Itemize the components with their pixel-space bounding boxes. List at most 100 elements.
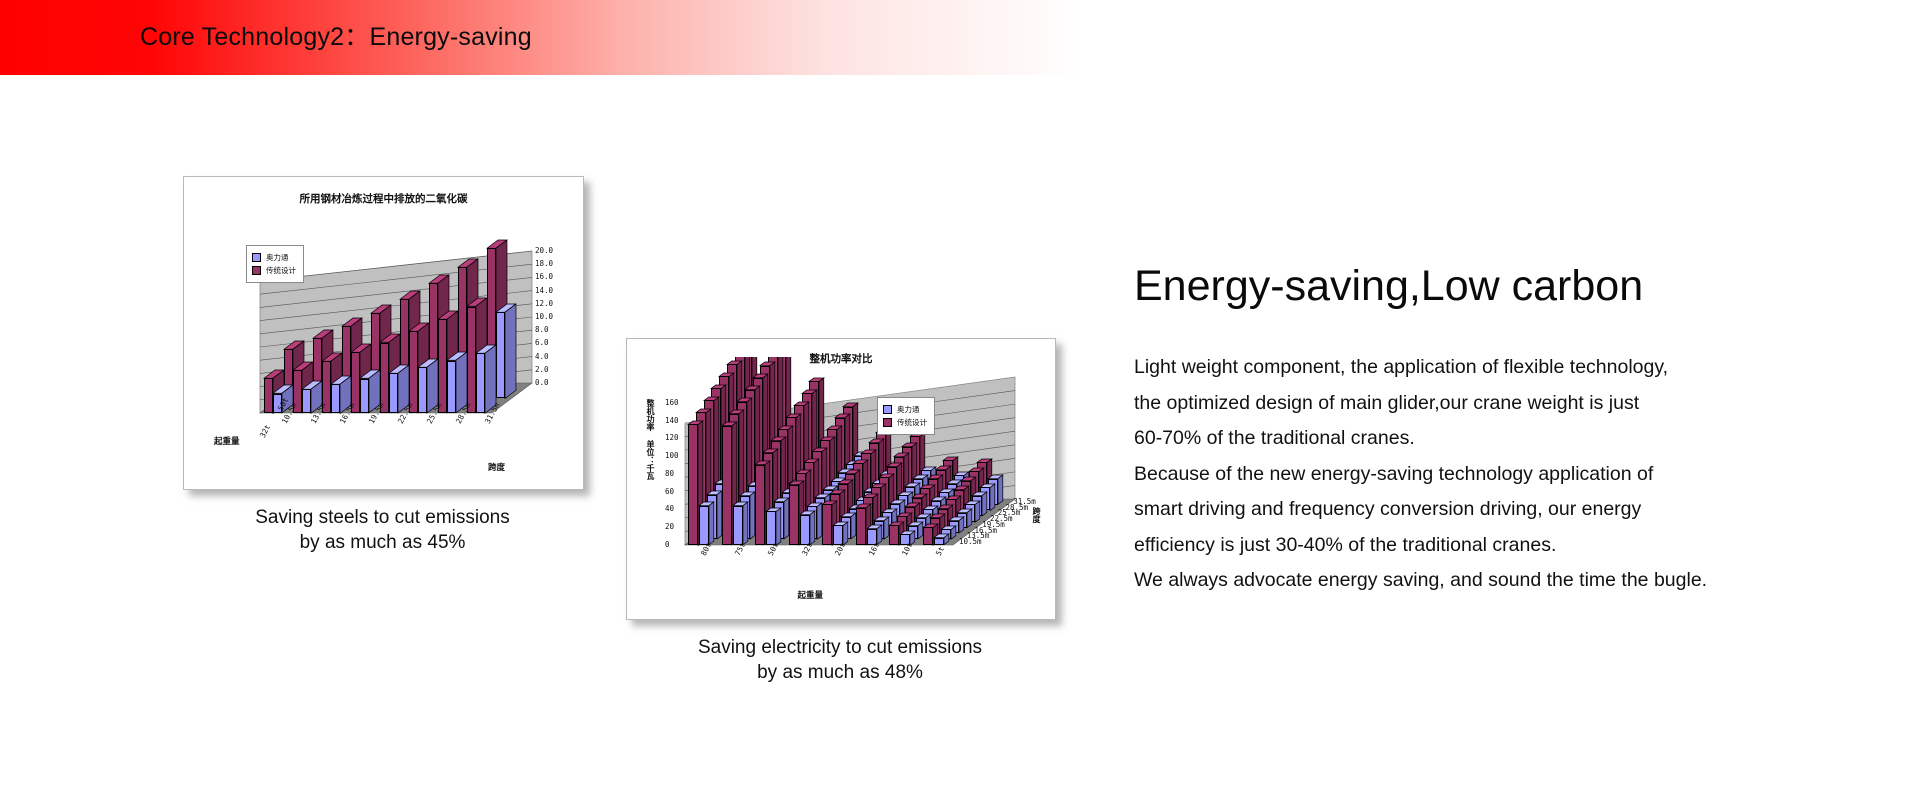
- bar-传统设计-5t-10.5m: [921, 522, 939, 546]
- bar-奥力通-32t-10.5m: [272, 384, 295, 414]
- bar-传统设计-10t-10.5m: [887, 521, 905, 546]
- bar-奥力通-80t-10.5m: [697, 501, 715, 546]
- chart1-ytick: 6.0: [535, 338, 549, 348]
- bar-奥力通-75t-10.5m: [731, 501, 749, 546]
- legend-swatch: [883, 418, 892, 427]
- legend-entry: 传统设计: [883, 417, 927, 428]
- bar-传统设计-16t-10.5m: [854, 503, 872, 546]
- bar-front-face: [799, 514, 810, 545]
- right-heading: Energy-saving,Low carbon: [1134, 262, 1644, 310]
- bar-传统设计-32t-28.5m: [436, 310, 459, 414]
- chart-card-power: 整机功率对比 0 20 40 60 80 100 120 140 160 整机功率 单位：千瓦 80…: [626, 338, 1056, 620]
- bar-front-face: [322, 361, 331, 413]
- right-paragraph-line: 60-70% of the traditional cranes.: [1134, 427, 1415, 449]
- bar-front-face: [922, 527, 933, 545]
- bar-front-face: [476, 353, 486, 413]
- right-paragraph: Light weight component, the application …: [1134, 350, 1707, 599]
- bar-奥力通-32t-16.5m: [330, 374, 353, 414]
- chart2-ytick: 160: [665, 397, 679, 407]
- legend-label: 传统设计: [897, 418, 927, 427]
- chart2-ztick: 25.5m: [997, 508, 1021, 518]
- right-paragraph-line: Light weight component, the application …: [1134, 356, 1669, 378]
- header-band: [0, 0, 1082, 75]
- chart2-ytick: 60: [665, 486, 675, 496]
- legend-swatch: [252, 253, 261, 262]
- chart1-ytick: 0.0: [535, 378, 549, 387]
- chart2-ztick: 19.5m: [982, 519, 1005, 529]
- chart1-ytick: 16.0: [535, 272, 554, 282]
- chart-card-co2: 所用钢材冶炼过程中排放的二氧化碳 0.0 2.0 4.0 6.0 8.0 10.0 12.0…: [183, 176, 584, 490]
- legend-entry: 奥力通: [252, 252, 296, 263]
- bar-传统设计-75t-10.5m: [720, 421, 738, 546]
- legend-label: 奥力通: [266, 253, 289, 262]
- bar-传统设计-20t-10.5m: [820, 499, 838, 546]
- right-paragraph-line: Because of the new energy-saving technol…: [1134, 462, 1654, 485]
- chart2-plot-area: 0 20 40 60 80 100 120 140 160 整机功率 单位：千瓦 80t 75t 50t…: [641, 357, 1046, 607]
- bar-front-face: [833, 525, 844, 545]
- bar-传统设计-32t-25.5m: [407, 322, 430, 414]
- legend-label: 奥力通: [897, 405, 920, 414]
- right-paragraph-line: We always advocate energy saving, and so…: [1134, 569, 1708, 591]
- bar-front-face: [866, 529, 877, 545]
- bar-front-face: [788, 484, 799, 545]
- bar-front-face: [302, 389, 312, 413]
- bar-front-face: [418, 367, 428, 413]
- chart1-ytick: 10.0: [535, 312, 554, 321]
- legend-entry: 传统设计: [252, 265, 296, 276]
- bar-奥力通-32t-19.5m: [359, 369, 382, 414]
- bar-奥力通-32t-10.5m: [798, 510, 816, 546]
- chart1-ytick: 20.0: [535, 246, 554, 255]
- bar-传统设计-32t-31.5m: [465, 297, 488, 414]
- chart2-ytick: 0: [665, 540, 670, 549]
- bar-front-face: [264, 377, 273, 413]
- chart1-legend: 奥力通传统设计: [246, 245, 304, 283]
- chart1-caption-line1: Saving steels to cut emissions: [255, 507, 510, 528]
- bar-front-face: [360, 378, 370, 413]
- bar-front-face: [732, 505, 743, 545]
- legend-swatch: [883, 405, 892, 414]
- bar-传统设计-32t-10.5m: [262, 368, 285, 414]
- bar-奥力通-16t-10.5m: [865, 524, 883, 546]
- bar-front-face: [699, 505, 710, 545]
- chart2-title: 整机功率对比: [809, 353, 873, 365]
- bar-奥力通-32t-13.5m: [301, 380, 324, 414]
- bar-传统设计-50t-10.5m: [753, 460, 771, 546]
- bar-front-face: [331, 383, 341, 413]
- chart2-ytick: 20: [665, 522, 675, 532]
- chart2-ylabel: 整机功率 单位：千瓦: [646, 399, 655, 480]
- chart2-ztick: 31.5m: [1013, 496, 1036, 506]
- bar-传统设计-32t-10.5m: [787, 480, 805, 546]
- chart2-ztick: 13.5m: [966, 531, 990, 541]
- bar-front-face: [900, 534, 911, 545]
- bar-奥力通-32t-28.5m: [446, 351, 469, 414]
- bar-front-face: [409, 331, 418, 413]
- chart2-zlabel: 跨度: [1032, 507, 1041, 523]
- chart2-xlabel: 起重量: [797, 591, 824, 601]
- bar-奥力通-20t-10.5m: [831, 521, 849, 546]
- bar-front-face: [380, 342, 389, 413]
- bar-传统设计-80t-10.5m: [686, 419, 704, 546]
- chart1-plot-area: 0.02.04.06.08.010.012.014.016.018.020.0二…: [208, 221, 563, 471]
- chart1-ytick: 2.0: [535, 364, 549, 374]
- bar-front-face: [467, 306, 476, 413]
- bar-front-face: [889, 525, 900, 545]
- bar-奥力通-32t-31.5m: [475, 344, 498, 414]
- chart1-caption-line2: by as much as 45%: [299, 532, 466, 553]
- right-paragraph-line: efficiency is just 30-40% of the traditi…: [1134, 533, 1557, 556]
- bar-front-face: [351, 352, 360, 413]
- bar-front-face: [389, 373, 399, 413]
- bar-front-face: [755, 465, 766, 545]
- bar-front-face: [447, 360, 457, 413]
- bar-front-face: [766, 511, 777, 545]
- bar-front-face: [438, 319, 447, 413]
- legend-entry: 奥力通: [883, 404, 927, 415]
- bar-奥力通-50t-10.5m: [764, 506, 782, 546]
- chart1-ytick: 12.0: [535, 298, 554, 308]
- legend-swatch: [252, 266, 261, 275]
- chart1-ytick: 14.0: [535, 285, 554, 295]
- chart2-caption-line2: by as much as 48%: [757, 662, 923, 683]
- bar-front-face: [721, 425, 732, 545]
- bar-front-face: [273, 393, 283, 413]
- chart1-caption: Saving steels to cut emissions by as muc…: [183, 505, 582, 555]
- chart2-ytick: 100: [665, 451, 679, 461]
